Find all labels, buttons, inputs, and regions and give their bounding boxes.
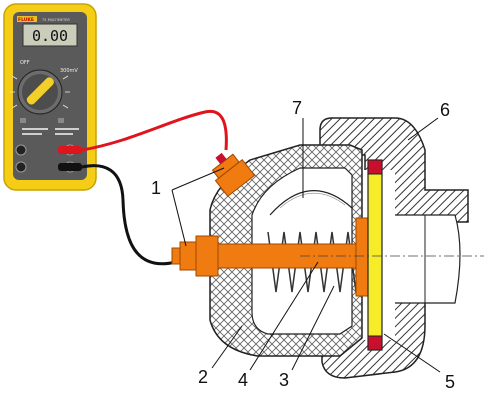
- meter-button-right[interactable]: [58, 118, 64, 123]
- range-label: 300mV: [60, 68, 78, 74]
- red-probe-plug[interactable]: [58, 146, 82, 154]
- jack-a[interactable]: [15, 144, 27, 156]
- meter-lcd: [22, 23, 78, 47]
- red-test-lead[interactable]: [81, 109, 228, 152]
- dial-off-label: OFF: [20, 60, 30, 66]
- seal-top: [367, 159, 383, 175]
- meter-brand: FLUKE: [18, 17, 34, 23]
- black-test-lead[interactable]: [81, 164, 177, 266]
- callout-2: 2: [198, 367, 208, 387]
- callout-3: 3: [279, 370, 289, 390]
- callout-7: 7: [292, 98, 302, 118]
- part-7-dome: [269, 190, 353, 216]
- leader-lines: [171, 117, 441, 373]
- meter-button-left[interactable]: [20, 118, 26, 123]
- multimeter: FLUKE 75 MULTIMETER 0.00 OFF 300mV: [3, 3, 97, 191]
- rotary-dial[interactable]: [17, 69, 63, 115]
- meter-model: 75 MULTIMETER: [42, 18, 70, 22]
- callout-4: 4: [238, 370, 248, 390]
- callout-1: 1: [151, 178, 161, 198]
- dial-tick-marks: [10, 75, 70, 109]
- callout-5: 5: [445, 372, 455, 392]
- black-probe-plug[interactable]: [58, 163, 82, 171]
- seal-bottom: [367, 335, 383, 351]
- jack-ma[interactable]: [15, 161, 27, 173]
- terminal-lower: [171, 241, 197, 271]
- meter-info-text: [22, 128, 79, 135]
- diaphragm: [367, 159, 383, 351]
- callout-6: 6: [440, 100, 450, 120]
- plunger-flange: [355, 217, 369, 297]
- terminal-upper: [211, 152, 256, 198]
- meter-display-value: 0.00: [32, 27, 68, 45]
